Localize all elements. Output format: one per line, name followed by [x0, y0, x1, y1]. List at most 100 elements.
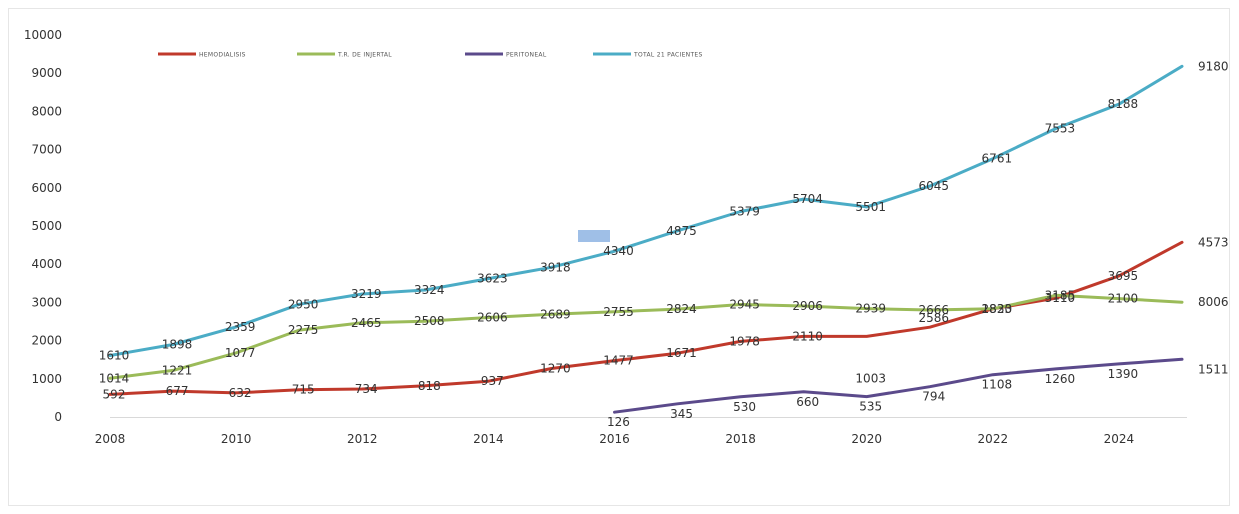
data-label: 3623: [477, 272, 508, 286]
data-label: 3185: [1045, 288, 1076, 302]
x-tick-label: 2014: [473, 432, 504, 446]
legend-label: PERITONEAL: [506, 52, 547, 59]
legend-item: T.R. DE INJERTAL: [297, 52, 392, 59]
y-axis: 0 1000 2000 3000 4000 5000 6000 7000 8000 9000 100…: [24, 28, 62, 424]
data-label: 2755: [603, 305, 634, 319]
data-label: 1671: [666, 346, 697, 360]
y-tick-label: 2000: [31, 334, 62, 348]
y-tick-label: 7000: [31, 143, 62, 157]
data-label: 1820: [982, 302, 1013, 316]
data-label: 2824: [666, 302, 697, 316]
x-tick-label: 2018: [725, 432, 756, 446]
data-label: 6045: [918, 179, 949, 193]
data-label: 660: [796, 395, 819, 409]
data-label: 1898: [162, 337, 193, 351]
x-tick-label: 2010: [221, 432, 252, 446]
data-label: 530: [733, 400, 756, 414]
data-label: 5379: [729, 205, 760, 219]
series-line: [108, 293, 1184, 380]
data-label: 3918: [540, 260, 571, 274]
data-label: 1978: [729, 334, 760, 348]
data-label: 2100: [1108, 292, 1139, 306]
legend: HEMODIALISIS T.R. DE INJERTAL PERITONEAL TO…: [158, 52, 703, 59]
data-label: 2833: [982, 302, 1013, 316]
data-label: 345: [670, 407, 693, 421]
data-label: 1390: [1108, 367, 1139, 381]
data-label: 7553: [1045, 121, 1076, 135]
legend-item: HEMODIALISIS: [158, 52, 246, 59]
legend-label: T.R. DE INJERTAL: [337, 52, 392, 59]
x-tick-label: 2016: [599, 432, 630, 446]
data-label: 2666: [918, 303, 949, 317]
x-tick-label: 2008: [95, 432, 126, 446]
x-tick-label: 2022: [978, 432, 1009, 446]
data-label: 2586: [918, 311, 949, 325]
series-line: [108, 64, 1184, 357]
chart-frame: [8, 8, 1230, 506]
data-label: 734: [355, 382, 378, 396]
data-label: 1014: [99, 371, 130, 385]
legend-marker-swatch: [578, 230, 610, 242]
y-tick-label: 5000: [31, 219, 62, 233]
data-label: 677: [166, 384, 189, 398]
legend-item: TOTAL 21 PACIENTES: [593, 52, 703, 59]
data-label: 2275: [288, 323, 319, 337]
data-label: 4875: [666, 224, 697, 238]
data-label: 1108: [982, 378, 1013, 392]
data-label: 4340: [603, 244, 634, 258]
data-label: 2465: [351, 316, 382, 330]
series-group: [108, 64, 1184, 414]
data-label: 3219: [351, 287, 382, 301]
data-label: 8006: [1198, 295, 1229, 309]
data-label: 5704: [792, 192, 823, 206]
data-label: 3324: [414, 283, 445, 297]
data-label: 794: [922, 390, 945, 404]
data-label: 818: [418, 379, 441, 393]
data-label: 1477: [603, 354, 634, 368]
series-line: [613, 357, 1184, 414]
y-tick-label: 10000: [24, 28, 62, 42]
x-tick-label: 2012: [347, 432, 378, 446]
data-label: 3695: [1108, 269, 1139, 283]
data-label: 2606: [477, 310, 508, 324]
data-label: 126: [607, 415, 630, 429]
legend-label: HEMODIALISIS: [199, 52, 246, 59]
data-label: 5501: [855, 200, 886, 214]
data-label: 1270: [540, 361, 571, 375]
data-label: 2359: [225, 320, 256, 334]
x-tick-label: 2024: [1104, 432, 1135, 446]
y-tick-label: 9000: [31, 66, 62, 80]
data-label: 4573: [1198, 235, 1229, 249]
data-label: 2906: [792, 299, 823, 313]
data-label: 632: [229, 386, 252, 400]
data-label: 1077: [225, 346, 256, 360]
data-label: 715: [292, 383, 315, 397]
data-label: 2939: [855, 302, 886, 316]
y-tick-label: 1000: [31, 372, 62, 386]
data-label: 2950: [288, 297, 319, 311]
data-label: 6761: [982, 152, 1013, 166]
data-label: 2110: [792, 329, 823, 343]
y-tick-label: 3000: [31, 295, 62, 309]
data-labels: 592 677 632 715 734 818 937 1270 1477 1671 1978 211…: [99, 59, 1229, 429]
data-label: 1511: [1198, 362, 1229, 376]
y-tick-label: 8000: [31, 104, 62, 118]
y-tick-label: 6000: [31, 181, 62, 195]
legend-item: PERITONEAL: [465, 52, 547, 59]
data-label: 2508: [414, 314, 445, 328]
data-label: 2689: [540, 307, 571, 321]
legend-label: TOTAL 21 PACIENTES: [633, 52, 703, 59]
data-label: 592: [103, 387, 126, 401]
data-label: 1221: [162, 363, 193, 377]
data-label: 2945: [729, 298, 760, 312]
y-tick-label: 0: [54, 410, 62, 424]
x-tick-label: 2020: [851, 432, 882, 446]
x-axis: 2008 2010 2012 2014 2016 2018 2020 2022 2024: [95, 417, 1187, 446]
data-label: 937: [481, 374, 504, 388]
y-tick-label: 4000: [31, 257, 62, 271]
data-label: 8188: [1108, 97, 1139, 111]
data-label: 9180: [1198, 59, 1229, 73]
data-label: 3110: [1045, 291, 1076, 305]
data-label: 1610: [99, 348, 130, 362]
